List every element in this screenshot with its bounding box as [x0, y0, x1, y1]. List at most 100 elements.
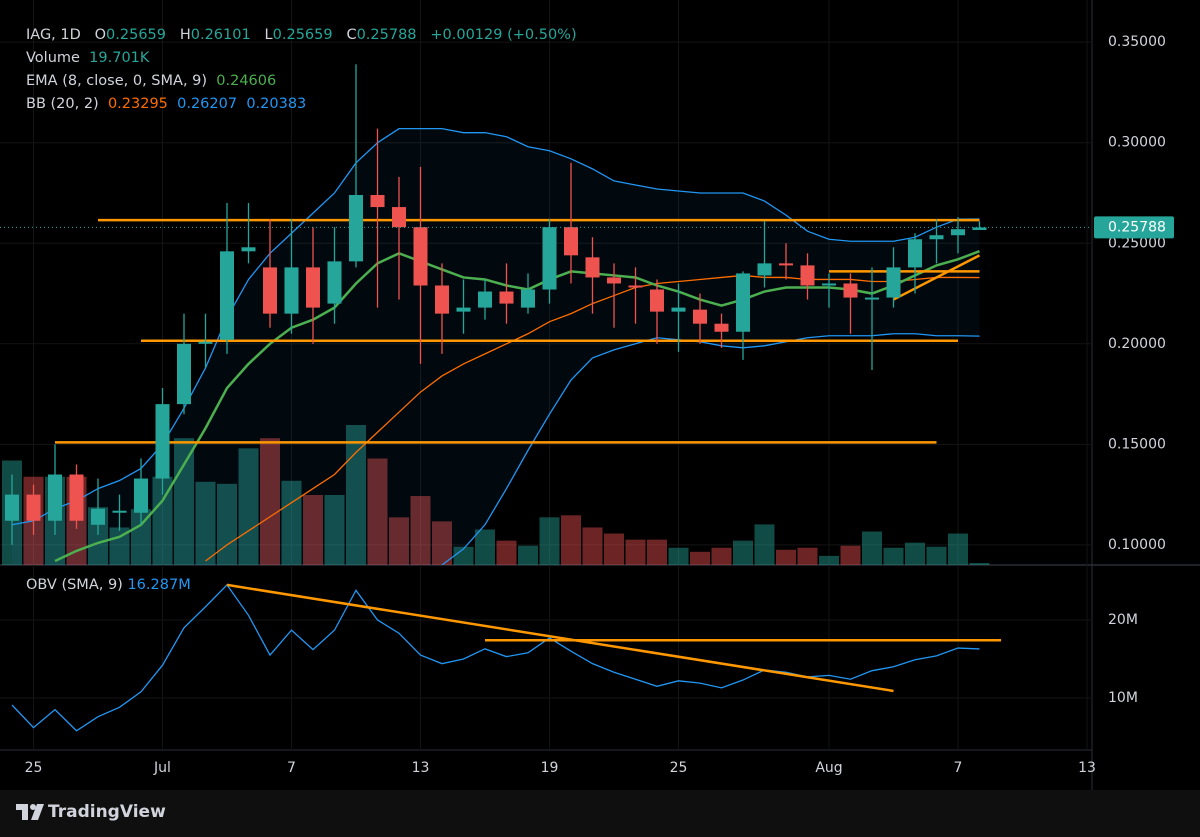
candle-body — [112, 510, 127, 513]
y-tick-label: 20M — [1108, 612, 1138, 628]
trend-line — [892, 254, 981, 301]
volume-bar — [604, 533, 624, 565]
indicator-name: Volume — [26, 50, 80, 66]
volume-bar — [840, 545, 861, 565]
bb-fill — [12, 128, 980, 565]
indicator-name: EMA (8, close, 0, SMA, 9) — [26, 73, 208, 89]
volume-bar — [969, 563, 990, 565]
volume-bar — [238, 448, 259, 565]
indicator-value: 16.287M — [127, 577, 191, 593]
volume-bar — [711, 547, 732, 565]
candle-body — [392, 207, 406, 228]
candle-body — [542, 227, 557, 290]
volume-bar — [324, 495, 345, 565]
ema-line — [54, 250, 980, 563]
x-tick-label: 25 — [25, 760, 43, 776]
candle-body — [607, 277, 621, 284]
legend-row: IAG, 1D O0.25659 H0.26101 L0.25659 C0.25… — [26, 24, 577, 47]
candle-body — [370, 195, 385, 208]
symbol: IAG, 1D — [26, 27, 81, 43]
bb-upper — [11, 128, 980, 526]
candle-body — [499, 291, 514, 304]
candle-body — [456, 307, 471, 312]
candle-body — [48, 474, 62, 521]
trend-line — [226, 583, 894, 693]
candle-body — [671, 307, 686, 312]
ohlc-value: 0.25788 — [356, 27, 417, 43]
volume-bar — [367, 458, 388, 565]
candle-body — [155, 404, 170, 479]
candle-body — [435, 285, 449, 314]
candle-body — [306, 267, 320, 308]
indicator-value: 0.24606 — [216, 73, 277, 89]
obv-line — [11, 583, 980, 732]
x-tick-label: 7 — [954, 760, 963, 776]
chart-background — [0, 0, 1200, 790]
y-tick-label: 0.30000 — [1108, 135, 1166, 151]
volume-bar — [217, 483, 237, 565]
candle-body — [736, 273, 750, 332]
x-tick-label: 7 — [287, 760, 296, 776]
ohlc-label: C — [346, 27, 357, 43]
candle-body — [134, 478, 148, 513]
candle-body — [800, 265, 815, 286]
candle-body — [198, 341, 213, 344]
volume-bar — [346, 425, 366, 565]
volume-bar — [432, 521, 452, 565]
indicator-value: 19.701K — [89, 50, 150, 66]
volume-bar — [582, 527, 603, 565]
y-tick-label: 10M — [1108, 690, 1138, 706]
candle-body — [91, 508, 105, 525]
volume-bar — [109, 527, 130, 565]
x-tick-label: 19 — [541, 760, 559, 776]
candle-body — [241, 247, 256, 252]
last-price-tag — [1094, 216, 1174, 239]
volume-bar — [862, 531, 882, 565]
indicator-value: 0.20383 — [246, 96, 307, 112]
candle-body — [327, 261, 342, 304]
volume-bar — [281, 480, 302, 565]
candle-body — [886, 267, 901, 298]
candle-body — [822, 283, 836, 286]
volume-bar — [905, 542, 925, 565]
y-tick-label: 0.10000 — [1108, 537, 1166, 553]
volume-bar — [518, 545, 538, 565]
ohlc-value: 0.26101 — [190, 27, 251, 43]
volume-bar — [496, 540, 517, 565]
volume-bar — [668, 547, 689, 565]
volume-bar — [926, 546, 947, 565]
brand-name: TradingView — [48, 802, 166, 822]
volume-bar — [174, 438, 194, 565]
ohlc-value: 0.25659 — [106, 27, 167, 43]
y-tick-label: 0.15000 — [1108, 436, 1166, 452]
volume-bar — [410, 496, 431, 565]
ohlc-value: 0.25659 — [272, 27, 333, 43]
candle-body — [26, 494, 41, 521]
brand-logo — [16, 804, 44, 820]
candle-body — [757, 263, 772, 276]
candle-body — [284, 267, 299, 314]
volume-bar — [475, 529, 495, 565]
candle-body — [779, 263, 793, 266]
y-tick-label: 0.20000 — [1108, 336, 1166, 352]
volume-bar — [195, 481, 216, 565]
obv-legend: OBV (SMA, 9) 16.287M — [26, 577, 191, 593]
volume-bar — [561, 515, 581, 565]
volume-bar — [453, 546, 474, 565]
change: +0.00129 (+0.50%) — [430, 27, 577, 43]
volume-bar — [647, 539, 667, 565]
candle-layer — [5, 64, 987, 545]
candle-body — [865, 297, 879, 300]
candle-body — [5, 494, 19, 521]
candle-body — [585, 257, 600, 278]
y-tick-label: 0.35000 — [1108, 34, 1166, 50]
legend-row: Volume 19.701K — [26, 47, 577, 70]
axis-layer: 25 Jul 7 13 19 25 Aug 7 130.350000.300000.250000… — [0, 34, 1174, 776]
ohlc-label: O — [94, 27, 107, 43]
volume-bar — [260, 438, 280, 565]
volume-bar — [733, 540, 753, 565]
y-tick-label: 0.25000 — [1108, 235, 1166, 251]
candle-body — [972, 227, 987, 231]
